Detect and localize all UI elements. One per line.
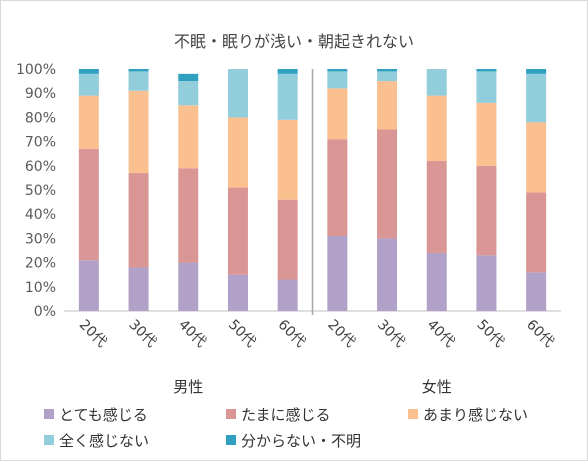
bar-segment-1 — [78, 260, 99, 311]
x-tick-label: 20代 — [324, 317, 358, 351]
x-tick-label: 60代 — [275, 317, 309, 351]
bar-segment-4 — [178, 81, 199, 106]
group-label: 男性 — [173, 378, 203, 396]
y-tick-label: 40% — [25, 207, 56, 223]
x-tick-label: 50代 — [225, 317, 259, 351]
bar-segment-1 — [426, 252, 447, 311]
bar-segment-4 — [327, 71, 348, 89]
chart-title: 不眠・眠りが浅い・朝起きれない — [174, 32, 414, 51]
legend-label: とても感じる — [59, 405, 148, 424]
y-tick-label: 20% — [25, 256, 56, 272]
x-tick-label: 20代 — [76, 317, 110, 351]
y-tick-label: 0% — [34, 304, 56, 320]
bar-segment-2 — [476, 165, 497, 256]
legend-item: あまり感じない — [408, 404, 528, 424]
y-tick-label: 70% — [25, 135, 56, 151]
bar-segment-4 — [526, 73, 547, 123]
bar-segment-2 — [327, 139, 348, 236]
bar-segment-2 — [128, 173, 149, 268]
bar-segment-3 — [78, 95, 99, 149]
bar-segment-2 — [426, 160, 447, 253]
bar-segment-2 — [277, 199, 298, 280]
legend-swatch — [44, 435, 54, 445]
bar-segment-3 — [277, 119, 298, 200]
legend-swatch — [226, 435, 236, 445]
bar-segment-2 — [377, 129, 398, 239]
bar-segment-2 — [78, 148, 99, 261]
bar-segment-1 — [327, 235, 348, 311]
bar-segment-1 — [128, 267, 149, 311]
group-label: 女性 — [422, 378, 452, 396]
bar-segment-5 — [178, 73, 199, 82]
bar-segment-5 — [476, 69, 497, 72]
y-tick-label: 10% — [25, 280, 56, 296]
legend-label: 全く感じない — [59, 431, 150, 450]
bar-segment-3 — [178, 105, 199, 169]
y-tick-label: 80% — [25, 110, 56, 126]
bar-segment-3 — [426, 95, 447, 161]
bar-segment-1 — [277, 279, 298, 311]
y-tick-label: 100% — [16, 62, 56, 78]
bar-segment-4 — [78, 73, 99, 96]
bar-segment-2 — [178, 168, 199, 263]
y-tick-label: 60% — [25, 159, 56, 175]
y-tick-label: 90% — [25, 86, 56, 102]
legend-label: あまり感じない — [423, 405, 529, 424]
bar-segment-2 — [227, 187, 248, 275]
legend-swatch — [408, 409, 418, 419]
bar-segment-4 — [128, 71, 149, 91]
bar-segment-4 — [377, 71, 398, 82]
x-tick-label: 30代 — [125, 317, 159, 351]
bar-segment-1 — [526, 272, 547, 311]
bar-segment-5 — [526, 69, 547, 74]
bar-segment-5 — [377, 69, 398, 72]
bar-segment-5 — [327, 69, 348, 72]
legend-item: たまに感じる — [226, 404, 331, 424]
x-tick-label: 30代 — [374, 317, 408, 351]
legend-item: とても感じる — [44, 404, 148, 424]
bar-segment-3 — [327, 88, 348, 140]
bar-segment-3 — [227, 117, 248, 188]
bar-segment-3 — [526, 122, 547, 193]
bar-segment-4 — [277, 73, 298, 120]
bar-segment-1 — [476, 255, 497, 311]
y-tick-label: 50% — [25, 183, 56, 199]
x-tick-label: 60代 — [523, 317, 557, 351]
bar-segment-1 — [227, 274, 248, 311]
bar-segment-4 — [426, 69, 447, 96]
bar-segment-4 — [227, 69, 248, 118]
bar-segment-3 — [128, 90, 149, 174]
bar-segment-1 — [178, 262, 199, 311]
legend-label: たまに感じる — [241, 405, 331, 424]
bar-segment-1 — [377, 238, 398, 311]
x-tick-label: 50代 — [473, 317, 507, 351]
legend-swatch — [44, 409, 54, 419]
bar-segment-5 — [128, 69, 149, 72]
x-tick-label: 40代 — [424, 317, 458, 351]
legend-item: 分からない・不明 — [226, 430, 361, 450]
bar-segment-4 — [476, 71, 497, 103]
bar-segment-3 — [476, 102, 497, 166]
legend-swatch — [226, 409, 236, 419]
x-tick-label: 40代 — [175, 317, 209, 351]
chart-legend: とても感じる たまに感じる あまり感じない全く感じない 分からない・不明 — [44, 404, 584, 456]
bar-segment-5 — [277, 69, 298, 74]
bar-segment-5 — [78, 69, 99, 74]
legend-label: 分からない・不明 — [241, 431, 362, 450]
legend-item: 全く感じない — [44, 430, 149, 450]
bar-segment-3 — [377, 81, 398, 130]
bar-segment-2 — [526, 192, 547, 273]
y-tick-label: 30% — [25, 231, 56, 247]
